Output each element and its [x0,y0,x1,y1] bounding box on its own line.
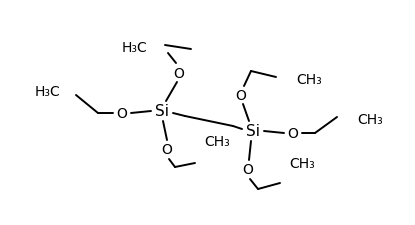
Text: CH₃: CH₃ [289,156,315,170]
Text: CH₃: CH₃ [357,112,383,126]
Text: O: O [242,162,254,176]
Text: Si: Si [246,124,260,139]
Text: Si: Si [155,104,169,119]
Text: O: O [288,126,298,140]
Text: CH₃: CH₃ [204,134,230,148]
Text: O: O [161,142,173,156]
Text: O: O [236,89,247,103]
Text: O: O [173,67,184,81]
Text: H₃C: H₃C [34,85,60,99]
Text: O: O [117,106,127,120]
Text: CH₃: CH₃ [296,73,322,87]
Text: H₃C: H₃C [121,41,147,55]
